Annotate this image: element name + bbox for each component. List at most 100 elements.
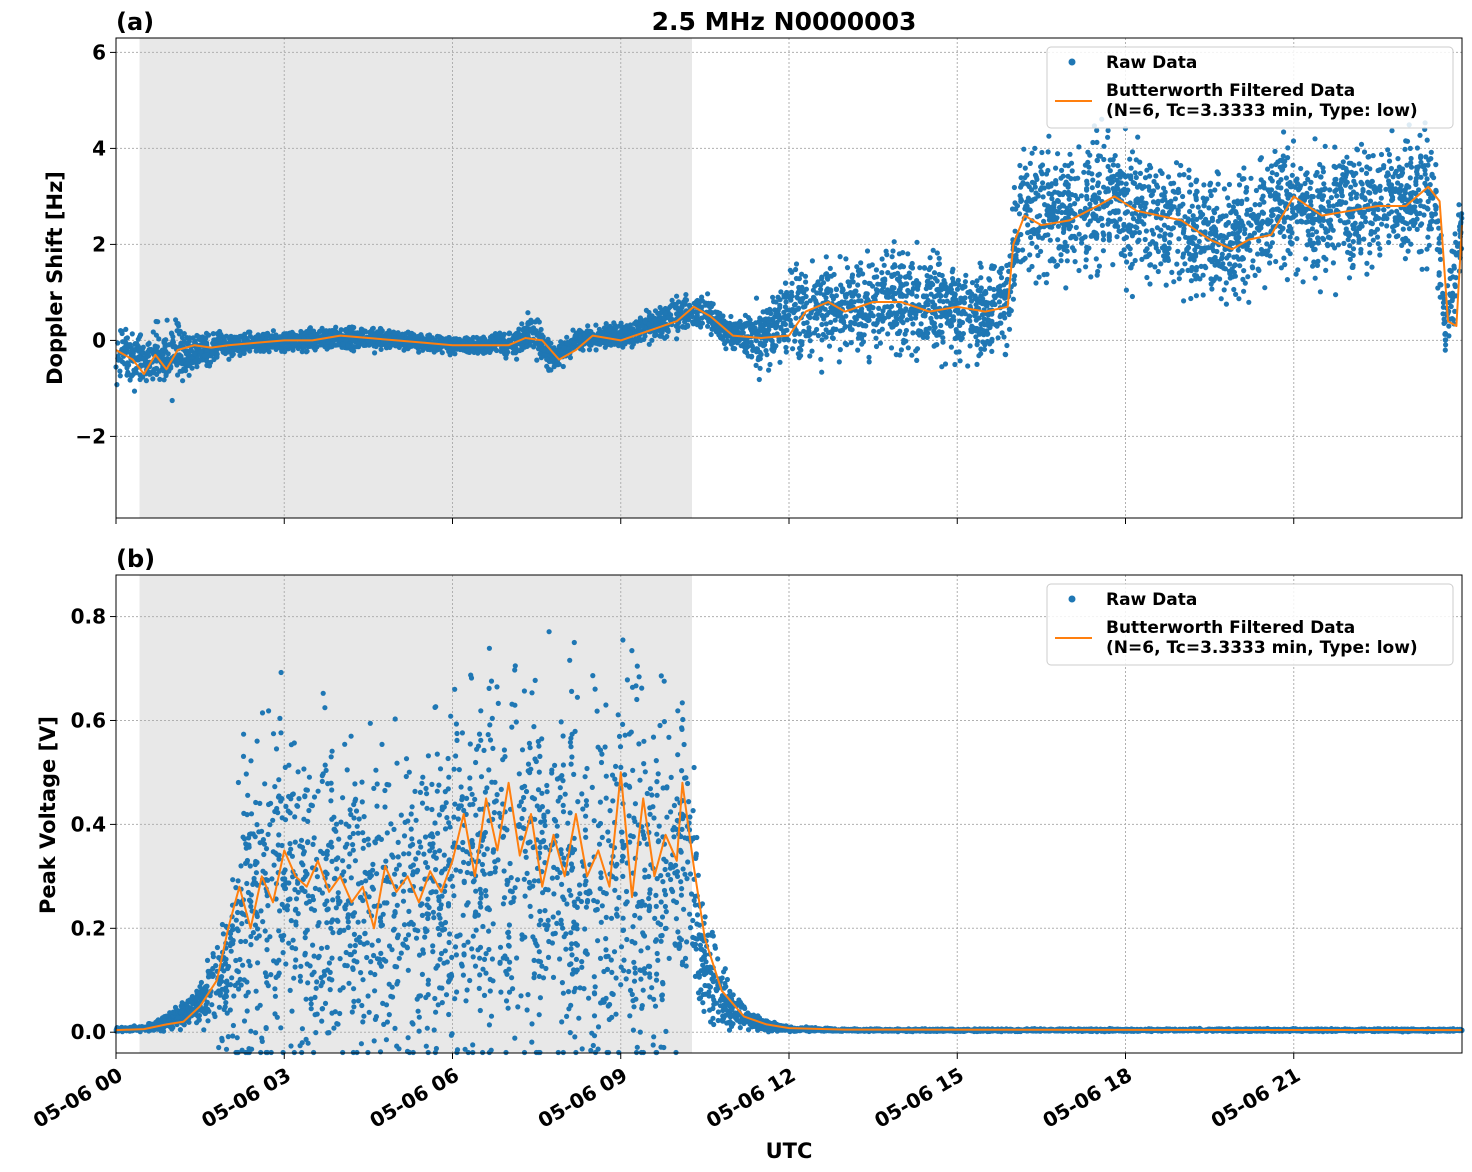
raw-data-point: [848, 340, 854, 346]
raw-data-point: [1307, 198, 1314, 205]
raw-data-point: [958, 337, 964, 343]
raw-data-point: [888, 345, 895, 351]
raw-data-point: [1289, 172, 1295, 178]
raw-data-point: [1025, 222, 1031, 228]
raw-data-point: [837, 347, 843, 353]
raw-data-point: [536, 330, 542, 336]
raw-data-point: [910, 280, 917, 286]
raw-data-point: [1277, 200, 1283, 206]
raw-data-point: [1055, 151, 1061, 157]
raw-data-point: [939, 272, 945, 279]
raw-data-point: [1244, 207, 1251, 213]
raw-data-point: [1193, 267, 1199, 273]
raw-data-point: [1244, 185, 1250, 191]
raw-data-point: [189, 365, 195, 371]
raw-data-point: [902, 274, 909, 280]
raw-data-point: [1027, 160, 1033, 166]
raw-data-point: [1283, 175, 1289, 181]
raw-data-point: [1021, 146, 1027, 152]
raw-data-point: [1099, 222, 1105, 228]
raw-data-point: [1098, 215, 1104, 221]
raw-data-point: [1385, 147, 1391, 153]
raw-data-point: [1281, 233, 1287, 240]
raw-data-point: [855, 282, 861, 288]
raw-data-point: [1161, 222, 1167, 228]
raw-data-point: [1114, 234, 1120, 240]
raw-data-point: [709, 326, 716, 332]
raw-data-point: [1117, 229, 1123, 235]
raw-data-point: [1124, 209, 1131, 215]
raw-data-point: [1339, 193, 1345, 199]
raw-data-point: [1218, 296, 1224, 302]
raw-data-point: [1089, 185, 1095, 191]
raw-data-point: [791, 310, 797, 316]
raw-data-point: [1407, 175, 1413, 181]
raw-data-point: [989, 348, 995, 354]
raw-data-point: [821, 316, 827, 322]
raw-data-point: [763, 348, 769, 354]
raw-data-point: [1251, 214, 1257, 220]
raw-data-point: [1128, 176, 1134, 182]
raw-data-point: [407, 344, 413, 350]
raw-data-point: [1038, 164, 1044, 170]
raw-data-point: [1429, 218, 1435, 224]
raw-data-point: [1049, 196, 1055, 202]
raw-data-point: [1193, 253, 1199, 259]
raw-data-point: [1045, 203, 1051, 209]
raw-data-point: [1169, 269, 1175, 275]
raw-data-point: [1377, 246, 1383, 252]
raw-data-point: [564, 334, 570, 340]
panel-a-data: [113, 116, 1465, 404]
raw-data-point: [1357, 225, 1363, 231]
raw-data-point: [1366, 189, 1372, 195]
raw-data-point: [299, 349, 305, 355]
raw-data-point: [910, 285, 917, 292]
raw-data-point: [1248, 222, 1254, 228]
raw-data-point: [1386, 158, 1393, 164]
raw-data-point: [755, 331, 761, 337]
raw-data-point: [939, 364, 945, 370]
raw-data-point: [953, 349, 959, 355]
raw-data-point: [1133, 174, 1139, 181]
raw-data-point: [804, 320, 810, 326]
raw-data-point: [1346, 233, 1352, 239]
raw-data-point: [826, 273, 832, 279]
raw-data-point: [1359, 167, 1365, 173]
raw-data-point: [789, 280, 795, 286]
raw-data-point: [879, 270, 885, 276]
raw-data-point: [757, 365, 763, 371]
raw-data-point: [1265, 166, 1271, 172]
raw-data-point: [1162, 196, 1168, 202]
raw-data-point: [1345, 219, 1351, 225]
raw-data-point: [154, 371, 160, 377]
raw-data-point: [1311, 259, 1317, 265]
raw-data-point: [1133, 157, 1139, 163]
raw-data-point: [649, 337, 655, 343]
raw-data-point: [1302, 180, 1308, 187]
raw-data-point: [782, 304, 789, 310]
raw-data-point: [1317, 188, 1323, 194]
raw-data-point: [1084, 196, 1090, 202]
raw-data-point: [1038, 248, 1044, 254]
raw-data-point: [588, 329, 594, 335]
raw-data-point: [1424, 176, 1430, 182]
raw-data-point: [931, 294, 937, 300]
raw-data-point: [127, 342, 133, 348]
raw-data-point: [1315, 258, 1321, 264]
raw-data-point: [1417, 210, 1423, 216]
raw-data-point: [593, 322, 599, 328]
raw-data-point: [699, 304, 705, 310]
raw-data-point: [150, 376, 156, 382]
raw-data-point: [1339, 199, 1345, 206]
raw-data-point: [866, 263, 872, 269]
raw-data-point: [1390, 196, 1396, 202]
raw-data-point: [1112, 153, 1118, 159]
raw-data-point: [1127, 251, 1133, 257]
raw-data-point: [1110, 162, 1116, 168]
raw-data-point: [907, 275, 913, 281]
raw-data-point: [790, 346, 796, 352]
raw-data-point: [1186, 167, 1192, 173]
raw-data-point: [1344, 169, 1350, 175]
raw-data-point: [728, 313, 734, 320]
raw-data-point: [209, 351, 215, 357]
